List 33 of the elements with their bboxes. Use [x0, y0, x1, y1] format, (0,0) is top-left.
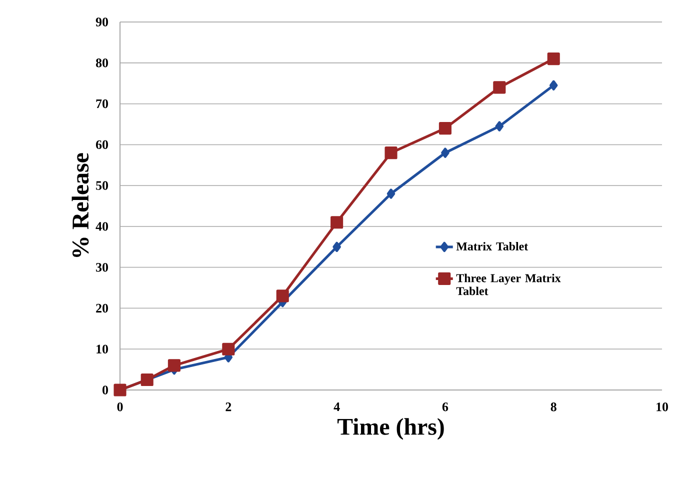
y-tick-label: 60: [96, 140, 108, 150]
x-tick-label: 0: [117, 402, 123, 412]
point: [547, 52, 560, 66]
legend-label: Three Layer Matrix Tablet: [456, 274, 561, 296]
point: [549, 80, 558, 90]
point: [276, 290, 289, 302]
x-tick-label: 4: [334, 402, 340, 412]
x-axis-title: Time (hrs): [337, 418, 444, 440]
point: [386, 188, 396, 199]
legend-label: Matrix Tablet: [456, 242, 528, 250]
y-tick-label: 50: [96, 181, 108, 190]
point: [168, 359, 180, 372]
x-tick-label: 8: [550, 402, 556, 412]
y-tick-label: 20: [96, 304, 108, 313]
point: [384, 146, 398, 160]
y-tick-label: 80: [96, 58, 108, 68]
y-tick-label: 30: [96, 262, 108, 272]
y-axis-title: % Release: [72, 153, 89, 257]
x-tick-label: 6: [442, 402, 448, 412]
x-tick-label: 10: [656, 402, 668, 412]
y-tick-label: 90: [96, 18, 108, 26]
point: [495, 121, 504, 132]
point: [332, 242, 341, 252]
y-tick-label: 40: [96, 222, 108, 231]
point: [493, 81, 506, 94]
point: [438, 122, 452, 135]
y-tick-label: 0: [102, 386, 108, 394]
point: [441, 148, 450, 158]
x-tick-label: 2: [226, 402, 232, 412]
point: [222, 342, 235, 356]
point: [330, 216, 344, 229]
y-tick-label: 70: [96, 99, 108, 108]
y-tick-label: 10: [96, 344, 108, 354]
